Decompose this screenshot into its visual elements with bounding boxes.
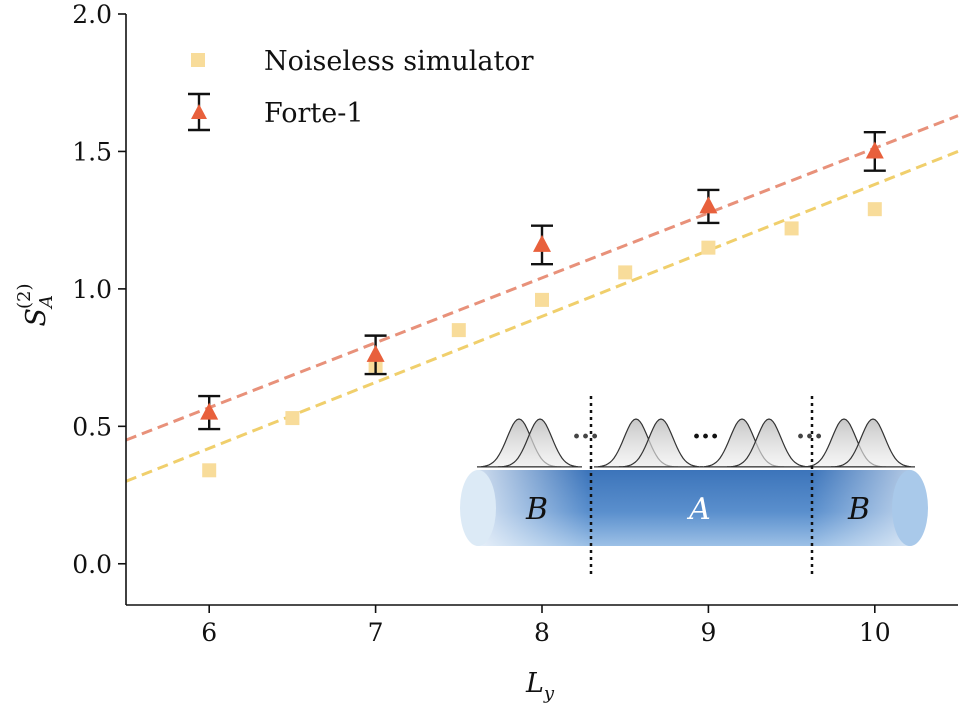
noiseless-point xyxy=(784,221,799,236)
orbital-gaussian xyxy=(726,418,812,468)
region-label-a: A xyxy=(686,492,711,527)
forte-point xyxy=(699,196,718,214)
x-tick-label: 9 xyxy=(700,618,716,647)
forte-point xyxy=(200,402,219,420)
y-tick-label: 0.0 xyxy=(72,550,112,579)
legend-marker-forte xyxy=(188,92,210,132)
x-tick-label: 10 xyxy=(859,618,891,647)
fit-lines xyxy=(125,114,959,483)
noiseless-point xyxy=(867,202,882,217)
ticks: 6 7 8 9 10 0.0 0.5 1.0 1.5 2.0 xyxy=(72,0,890,647)
orbital-gaussian xyxy=(830,418,916,468)
forte-point xyxy=(366,344,385,362)
ellipsis-left: ... xyxy=(572,415,599,445)
region-label-b-right: B xyxy=(847,492,870,527)
x-axis-label: Ly xyxy=(525,668,555,703)
cylinder-right-cap xyxy=(892,470,928,546)
orbital-gaussians xyxy=(476,418,916,468)
legend-label-noiseless: Noiseless simulator xyxy=(264,46,534,77)
legend-label-forte: Forte-1 xyxy=(264,98,364,129)
y-tick-label: 1.5 xyxy=(72,137,112,166)
noiseless-point xyxy=(701,240,716,255)
ellipsis-middle: ... xyxy=(692,415,719,445)
orbital-gaussian xyxy=(618,418,704,468)
ellipsis-right: ... xyxy=(796,415,823,445)
y-tick-label: 2.0 xyxy=(72,0,112,29)
y-tick-label: 0.5 xyxy=(72,412,112,441)
y-tick-label: 1.0 xyxy=(72,275,112,304)
fit-line-0 xyxy=(125,150,959,483)
noiseless-point xyxy=(535,292,549,307)
noiseless-point xyxy=(202,463,217,478)
data-markers xyxy=(198,130,886,478)
x-tick-label: 6 xyxy=(201,618,217,647)
y-axis-label-text: SA(2) xyxy=(14,284,57,327)
cylinder-left-fade xyxy=(478,470,588,546)
forte-point xyxy=(865,141,884,159)
x-tick-label: 7 xyxy=(368,618,384,647)
noiseless-point xyxy=(285,411,300,426)
region-label-b-left: B xyxy=(525,492,548,527)
y-axis-label: SA(2) xyxy=(14,284,57,327)
noiseless-point xyxy=(618,265,633,280)
legend: Noiseless simulator Forte-1 xyxy=(188,46,534,132)
forte-point xyxy=(533,234,551,252)
legend-marker-noiseless xyxy=(191,53,205,67)
cylinder-left-cap xyxy=(460,470,496,546)
orbital-gaussian xyxy=(497,418,583,468)
x-tick-label: 8 xyxy=(534,618,550,647)
noiseless-point xyxy=(451,323,466,338)
inset-illustration: ... ... ... B A B xyxy=(460,396,928,578)
fit-line-1 xyxy=(125,114,959,442)
